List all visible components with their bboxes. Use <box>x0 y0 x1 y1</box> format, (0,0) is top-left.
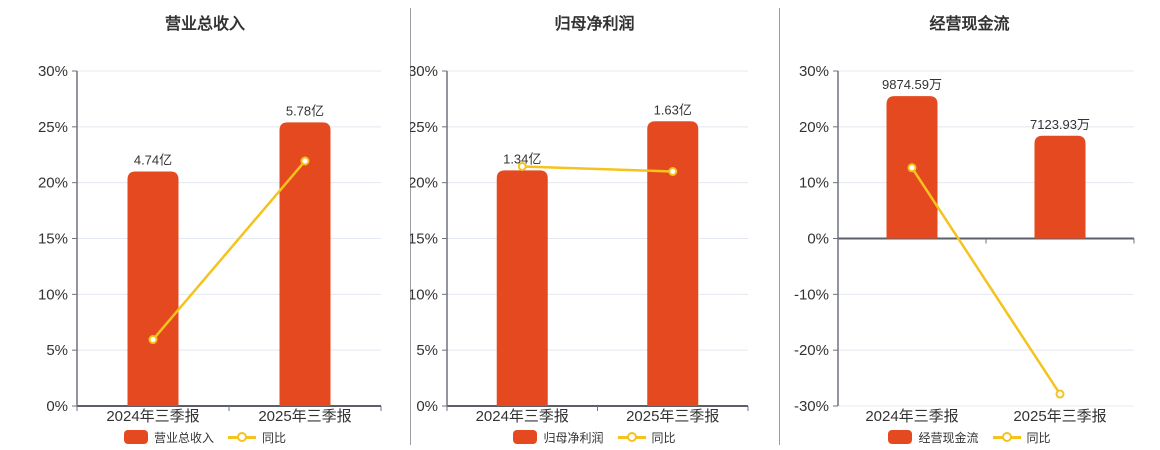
cash-flow-chart-legend: 经营现金流 同比 <box>779 428 1160 446</box>
y-tick-label: 0% <box>416 398 438 415</box>
y-tick-label: 15% <box>38 231 68 248</box>
panel-operating-cash-flow: 经营现金流 30% 20% 10% 0% -10% -20% -30% 9874.59万 712… <box>779 0 1160 450</box>
y-tick-label: 25% <box>410 119 438 136</box>
net-profit-chart-canvas: 30% 25% 20% 15% 10% 5% 0% 1.34亿 1.63亿 2024年三季报 202… <box>410 63 749 425</box>
x-category-label: 2024年三季报 <box>865 408 958 425</box>
revenue-chart-legend: 营业总收入 同比 <box>0 428 410 446</box>
legend-label-cash-flow: 经营现金流 <box>918 430 979 445</box>
y-tick-label: 20% <box>799 119 829 136</box>
yoy-line <box>910 167 1062 395</box>
yoy-marker <box>300 156 310 166</box>
bar-2025年三季报 <box>1034 135 1086 239</box>
bar-series-swatch-icon <box>888 430 913 444</box>
panel-net-profit: 归母净利润 30% 25% 20% 15% 10% 5% 0% 1.34亿 1.63亿 2024年… <box>410 0 779 450</box>
legend-item-yoy-line[interactable]: 同比 <box>228 429 286 446</box>
legend-label-revenue: 营业总收入 <box>153 430 214 445</box>
legend-item-yoy-line[interactable]: 同比 <box>992 429 1051 446</box>
bar-2024年三季报 <box>496 170 548 406</box>
x-category-label: 2025年三季报 <box>1013 408 1106 425</box>
net-profit-chart-legend: 归母净利润 同比 <box>410 428 779 446</box>
yoy-line <box>522 165 673 173</box>
y-tick-label: -30% <box>794 398 829 415</box>
bar-value-label: 5.78亿 <box>286 103 324 118</box>
x-category-label: 2025年三季报 <box>258 408 351 425</box>
bar-series-swatch-icon <box>513 430 538 444</box>
chart-title-net-profit: 归母净利润 <box>554 16 635 33</box>
line-series-swatch-icon <box>228 432 256 442</box>
bar-value-label: 4.74亿 <box>134 153 172 168</box>
y-tick-label: 10% <box>38 286 68 303</box>
yoy-marker <box>668 167 678 176</box>
y-tick-label: 30% <box>799 63 829 80</box>
legend-label-yoy: 同比 <box>1026 430 1051 445</box>
line-series-swatch-icon <box>992 432 1021 442</box>
y-tick-label: 30% <box>38 63 68 80</box>
y-tick-label: 0% <box>807 231 829 248</box>
legend-item-cash-flow-bars[interactable]: 经营现金流 <box>888 429 979 446</box>
bar-2024年三季报 <box>127 171 179 406</box>
y-tick-label: 0% <box>46 398 68 415</box>
panel-total-revenue: 营业总收入 30% 25% 20% 15% 10% 5% 0% 4.74亿 5.78亿 2024年… <box>0 0 410 450</box>
legend-item-net-profit-bars[interactable]: 归母净利润 <box>513 429 604 446</box>
y-tick-label: 20% <box>38 175 68 192</box>
revenue-chart-canvas: 30% 25% 20% 15% 10% 5% 0% 4.74亿 5.78亿 2024年三季报 202… <box>38 63 382 425</box>
line-marker-ring-icon <box>1001 432 1012 442</box>
bar-2025年三季报 <box>279 122 331 406</box>
legend-label-net-profit: 归母净利润 <box>543 430 604 445</box>
y-tick-label: 5% <box>416 342 438 359</box>
y-tick-label: 10% <box>799 175 829 192</box>
yoy-line <box>152 160 306 341</box>
legend-label-yoy: 同比 <box>262 430 287 445</box>
x-category-label: 2024年三季报 <box>106 408 199 425</box>
y-tick-label: 25% <box>38 119 68 136</box>
line-marker-ring-icon <box>237 432 247 442</box>
bar-2025年三季报 <box>647 121 699 406</box>
y-tick-label: 10% <box>410 286 438 303</box>
y-tick-label: -20% <box>794 342 829 359</box>
legend-item-yoy-line[interactable]: 同比 <box>617 429 676 446</box>
x-category-label: 2024年三季报 <box>476 408 569 425</box>
legend-label-yoy: 同比 <box>651 430 676 445</box>
legend-item-revenue-bars[interactable]: 营业总收入 <box>123 429 214 446</box>
line-marker-ring-icon <box>626 432 637 442</box>
yoy-marker <box>148 335 158 345</box>
line-series-swatch-icon <box>617 432 646 442</box>
y-tick-label: 15% <box>410 231 438 248</box>
yoy-marker <box>1055 389 1065 399</box>
yoy-marker <box>907 163 917 173</box>
x-category-label: 2025年三季报 <box>626 408 719 425</box>
y-tick-label: 5% <box>46 342 68 359</box>
bar-value-label: 1.34亿 <box>503 151 541 166</box>
y-tick-label: 20% <box>410 175 438 192</box>
chart-title-revenue: 营业总收入 <box>164 16 245 33</box>
bar-value-label: 1.63亿 <box>654 102 692 117</box>
bar-value-label: 7123.93万 <box>1030 117 1090 132</box>
bar-series-swatch-icon <box>123 430 148 444</box>
y-tick-label: -10% <box>794 286 829 303</box>
bar-value-label: 9874.59万 <box>882 77 942 92</box>
yoy-marker <box>517 161 527 171</box>
chart-title-cash-flow: 经营现金流 <box>929 16 1010 33</box>
cash-flow-chart-canvas: 30% 20% 10% 0% -10% -20% -30% 9874.59万 7123.93万 2… <box>794 63 1135 425</box>
y-tick-label: 30% <box>410 63 438 80</box>
